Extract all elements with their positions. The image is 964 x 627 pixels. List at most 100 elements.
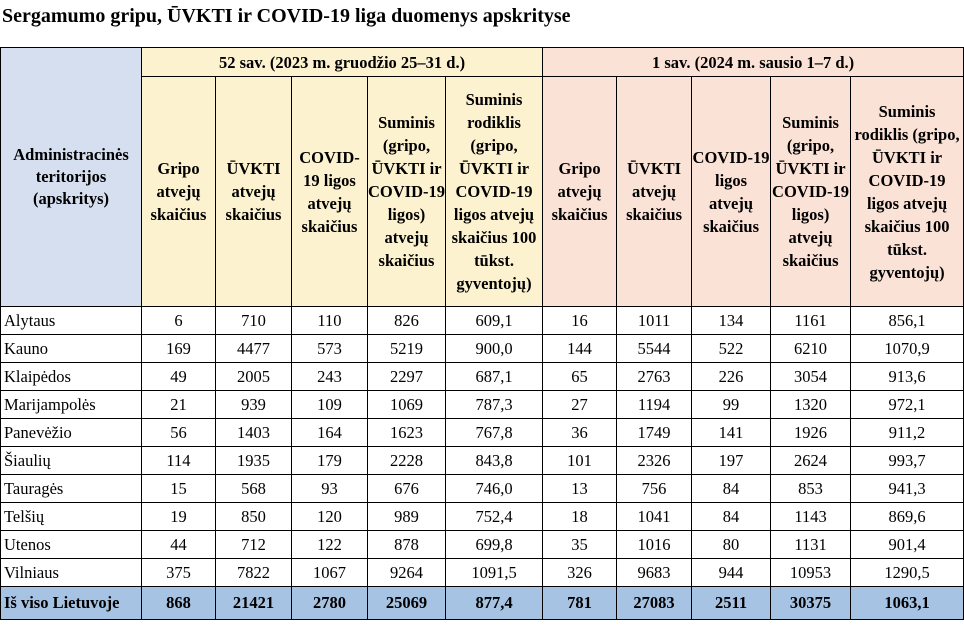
table-cell: 687,1 xyxy=(444,362,544,391)
col-header-total: Suminis (gripo, ŪVKTI ir COVID-19 ligos)… xyxy=(367,76,446,307)
table-row: Kauno 169 4477 573 5219 900,0 144 5544 522 6210 10… xyxy=(0,334,964,363)
table-row: Telšių 19 850 120 989 752,4 18 1041 84 1143 869,6 xyxy=(0,502,964,531)
table-cell: 1069 xyxy=(367,390,446,419)
table-cell: 18 xyxy=(542,502,618,531)
table-cell: 1067 xyxy=(291,558,368,587)
table-cell: 676 xyxy=(367,474,446,503)
table-cell: 972,1 xyxy=(850,390,964,419)
county-name: Utenos xyxy=(0,530,142,559)
table-cell: 944 xyxy=(691,558,772,587)
county-name: Alytaus xyxy=(0,306,142,335)
table-cell: 375 xyxy=(141,558,216,587)
table-cell: 1070,9 xyxy=(850,334,964,363)
table-cell: 781 xyxy=(542,586,618,620)
county-name: Klaipėdos xyxy=(0,362,142,391)
table-row: Alytaus 6 710 110 826 609,1 16 1011 134 1161 856,1 xyxy=(0,306,964,335)
table-cell: 1011 xyxy=(616,306,693,335)
table-cell: 4477 xyxy=(215,334,292,363)
table-cell: 993,7 xyxy=(850,446,964,475)
table-cell: 522 xyxy=(691,334,772,363)
table-cell: 1091,5 xyxy=(444,558,544,587)
table-cell: 911,2 xyxy=(850,418,964,447)
table-cell: 712 xyxy=(215,530,292,559)
table-cell: 13 xyxy=(542,474,618,503)
table-cell: 609,1 xyxy=(444,306,544,335)
table-cell: 1926 xyxy=(770,418,852,447)
table-cell: 710 xyxy=(215,306,292,335)
table-cell: 164 xyxy=(291,418,368,447)
table-cell: 84 xyxy=(691,502,772,531)
table-cell: 2763 xyxy=(616,362,693,391)
county-name: Panevėžio xyxy=(0,418,142,447)
table-cell: 573 xyxy=(291,334,368,363)
table-cell: 109 xyxy=(291,390,368,419)
table-cell: 2228 xyxy=(367,446,446,475)
col-header-uvkti: ŪVKTI atvejų skaičius xyxy=(215,76,292,307)
col-header-total: Suminis (gripo, ŪVKTI ir COVID-19 ligos)… xyxy=(770,76,852,307)
table-cell: 110 xyxy=(291,306,368,335)
table-cell: 65 xyxy=(542,362,618,391)
table-cell: 2511 xyxy=(691,586,772,620)
table-cell: 746,0 xyxy=(444,474,544,503)
table-row: Šiaulių 114 1935 179 2228 843,8 101 2326 197 2624… xyxy=(0,446,964,475)
table-cell: 16 xyxy=(542,306,618,335)
table-cell: 767,8 xyxy=(444,418,544,447)
table-cell: 853 xyxy=(770,474,852,503)
table-cell: 941,3 xyxy=(850,474,964,503)
admin-header: Administracinės teritorijos (apskritys) xyxy=(0,47,142,307)
table-cell: 868 xyxy=(141,586,216,620)
table-cell: 5544 xyxy=(616,334,693,363)
page-title: Sergamumo gripu, ŪVKTI ir COVID-19 liga … xyxy=(2,5,571,27)
col-header-covid: COVID-19 ligos atvejų skaičius xyxy=(291,76,368,307)
table-cell: 7822 xyxy=(215,558,292,587)
table-cell: 56 xyxy=(141,418,216,447)
table-cell: 787,3 xyxy=(444,390,544,419)
table-cell: 1131 xyxy=(770,530,852,559)
table-cell: 6 xyxy=(141,306,216,335)
table-cell: 144 xyxy=(542,334,618,363)
table-cell: 9683 xyxy=(616,558,693,587)
table-cell: 913,6 xyxy=(850,362,964,391)
county-name: Kauno xyxy=(0,334,142,363)
table-cell: 1194 xyxy=(616,390,693,419)
table-cell: 699,8 xyxy=(444,530,544,559)
col-header-rate: Suminis rodiklis (gripo, ŪVKTI ir COVID-… xyxy=(444,76,544,307)
county-name: Iš viso Lietuvoje xyxy=(0,586,142,620)
table-cell: 901,4 xyxy=(850,530,964,559)
county-name: Marijampolės xyxy=(0,390,142,419)
table-cell: 1290,5 xyxy=(850,558,964,587)
table-cell: 2624 xyxy=(770,446,852,475)
table-cell: 1320 xyxy=(770,390,852,419)
table-cell: 114 xyxy=(141,446,216,475)
table-cell: 752,4 xyxy=(444,502,544,531)
table-cell: 179 xyxy=(291,446,368,475)
table-cell: 878 xyxy=(367,530,446,559)
table-cell: 2005 xyxy=(215,362,292,391)
table-cell: 21421 xyxy=(215,586,292,620)
table-cell: 826 xyxy=(367,306,446,335)
table-row: Tauragės 15 568 93 676 746,0 13 756 84 853 941,3 xyxy=(0,474,964,503)
total-row: Iš viso Lietuvoje 868 21421 2780 25069 877,4 7… xyxy=(0,586,964,620)
table-cell: 9264 xyxy=(367,558,446,587)
table-cell: 6210 xyxy=(770,334,852,363)
table-cell: 49 xyxy=(141,362,216,391)
col-header-uvkti: ŪVKTI atvejų skaičius xyxy=(616,76,693,307)
table-cell: 856,1 xyxy=(850,306,964,335)
table-cell: 93 xyxy=(291,474,368,503)
table-cell: 27 xyxy=(542,390,618,419)
table-cell: 35 xyxy=(542,530,618,559)
table-cell: 900,0 xyxy=(444,334,544,363)
period1-header: 52 sav. (2023 m. gruodžio 25–31 d.) xyxy=(140,47,544,77)
table-cell: 1623 xyxy=(367,418,446,447)
table-cell: 122 xyxy=(291,530,368,559)
table-cell: 226 xyxy=(691,362,772,391)
table-cell: 36 xyxy=(542,418,618,447)
table-cell: 989 xyxy=(367,502,446,531)
table-cell: 877,4 xyxy=(444,586,544,620)
table-cell: 2297 xyxy=(367,362,446,391)
table-cell: 25069 xyxy=(367,586,446,620)
table-cell: 843,8 xyxy=(444,446,544,475)
table-cell: 101 xyxy=(542,446,618,475)
table-cell: 169 xyxy=(141,334,216,363)
table-cell: 756 xyxy=(616,474,693,503)
